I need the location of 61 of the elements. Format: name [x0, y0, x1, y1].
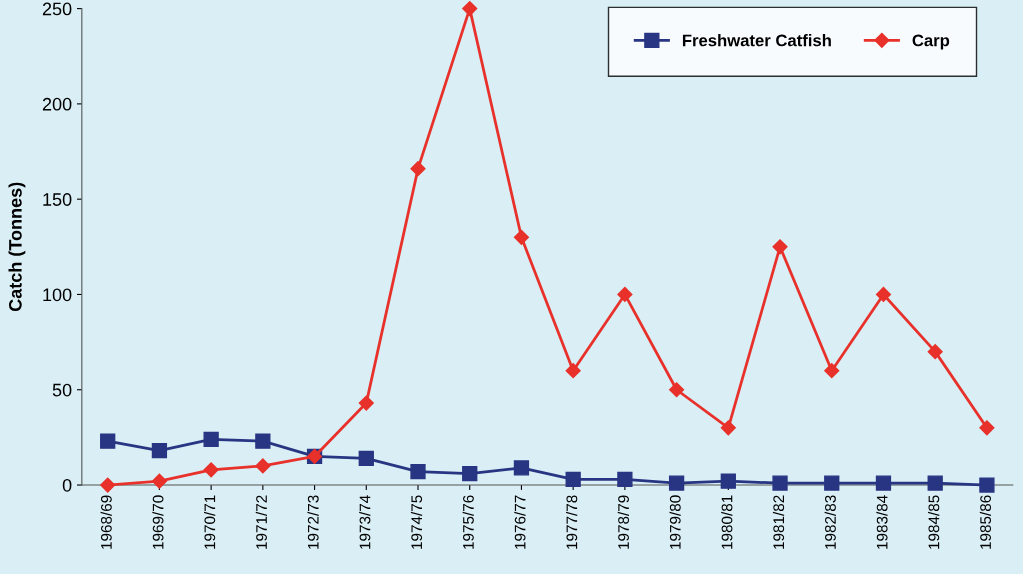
x-tick-label: 1973/74 — [359, 495, 371, 549]
x-tick-label: 1982/83 — [824, 495, 836, 549]
point — [151, 473, 167, 489]
point — [720, 473, 736, 489]
point — [100, 433, 116, 449]
point — [875, 286, 892, 303]
legend-label: Carp — [912, 34, 950, 50]
x-tick-label: 1975/76 — [462, 495, 474, 549]
x-tick-label: 1977/78 — [566, 495, 578, 549]
point — [824, 363, 840, 379]
point — [772, 475, 788, 491]
x-tick-label: 1979/80 — [669, 495, 681, 549]
point — [462, 1, 478, 17]
x-tick-label: 1969/70 — [152, 495, 164, 549]
y-tick-label: 100 — [43, 288, 72, 302]
point — [979, 477, 995, 493]
point — [513, 229, 530, 245]
y-axis-title: Catch (Tonnes) — [8, 182, 26, 312]
y-tick-label: 150 — [43, 193, 72, 206]
x-tick-label: 1974/75 — [410, 495, 423, 549]
point — [668, 475, 685, 491]
x-tick-label: 1972/73 — [307, 495, 319, 549]
point — [927, 475, 943, 491]
x-tick-label: 1978/79 — [617, 495, 629, 549]
point — [203, 462, 219, 478]
y-tick-label: 200 — [42, 97, 72, 111]
x-tick-label: 1981/82 — [772, 495, 785, 549]
y-tick-label: 0 — [62, 478, 72, 492]
x-tick-label: 1985/86 — [979, 495, 992, 549]
point — [979, 420, 995, 436]
point — [100, 477, 116, 493]
point — [617, 471, 633, 487]
point — [462, 465, 478, 482]
legend-label: Freshwater Catfish — [682, 34, 831, 47]
point — [875, 475, 892, 491]
x-tick-label: 1970/71 — [204, 495, 216, 549]
point — [255, 433, 271, 449]
point — [358, 395, 374, 411]
x-tick-label: 1976/77 — [514, 495, 526, 549]
point — [617, 286, 633, 303]
point — [410, 464, 426, 480]
point — [513, 460, 530, 476]
x-tick-label: 1971/72 — [255, 495, 267, 549]
point — [565, 363, 581, 379]
point — [410, 161, 426, 177]
x-tick-label: 1983/84 — [876, 495, 888, 549]
y-tick-label: 250 — [42, 2, 72, 16]
point — [927, 344, 943, 360]
point — [720, 420, 736, 436]
x-tick-label: 1980/81 — [721, 495, 733, 549]
y-tick-label: 50 — [52, 383, 72, 397]
point — [255, 458, 271, 474]
point — [358, 450, 374, 466]
point — [772, 239, 788, 255]
point — [203, 431, 219, 447]
point — [824, 475, 840, 491]
point — [565, 471, 581, 487]
point — [151, 443, 168, 459]
x-tick-label: 1968/69 — [100, 495, 112, 549]
point — [669, 382, 685, 398]
x-tick-label: 1984/85 — [928, 495, 940, 549]
